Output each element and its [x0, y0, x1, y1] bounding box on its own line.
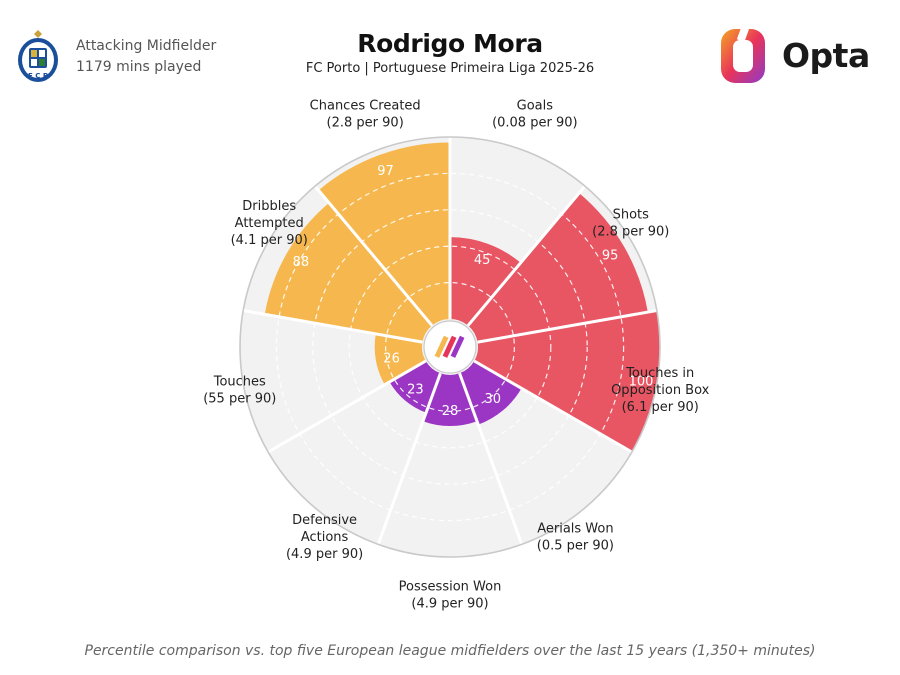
bar-2	[474, 310, 661, 452]
slice-separator	[313, 185, 434, 327]
minutes-played: 1179 mins played	[76, 59, 202, 75]
slice-separator	[473, 359, 633, 454]
category-label: Chances Created (2.8 per 90)	[310, 98, 421, 130]
slice-separator	[477, 309, 658, 344]
footnote: Percentile comparison vs. top five Europ…	[84, 643, 816, 659]
category-label: Dribbles Attempted (4.1 per 90)	[231, 199, 308, 248]
category-label: Shots (2.8 per 90)	[592, 208, 669, 240]
center-logo-bar	[442, 335, 457, 358]
category-label: Touches in Opposition Box (6.1 per 90)	[611, 366, 710, 415]
value-label: 95	[602, 249, 619, 264]
bar-6	[374, 333, 426, 385]
slice-separator	[267, 359, 427, 454]
slice-separator	[376, 372, 442, 545]
bar-7	[264, 202, 433, 343]
bar-5	[389, 361, 441, 413]
page-subtitle: FC Porto | Portuguese Primeira Liga 2025…	[305, 61, 595, 76]
slice-separator	[458, 372, 524, 545]
value-label: 97	[377, 164, 394, 179]
bar-0	[450, 237, 521, 326]
value-label: 88	[293, 255, 310, 270]
category-label: Aerials Won (0.5 per 90)	[537, 521, 614, 553]
center-logo-bar	[434, 335, 449, 358]
slice-separator	[466, 185, 587, 327]
grid-ring	[275, 172, 625, 522]
value-label: 30	[485, 392, 502, 407]
value-label: 45	[474, 253, 491, 268]
center-logo-bar	[450, 335, 465, 358]
opta-logo-text: Opta	[782, 36, 870, 75]
value-label: 26	[383, 351, 400, 366]
title-block: Rodrigo Mora FC Porto | Portuguese Prime…	[0, 28, 900, 78]
opta-logo-icon	[721, 26, 765, 83]
category-label: Defensive Actions (4.9 per 90)	[286, 513, 363, 562]
page-title: Rodrigo Mora	[357, 29, 543, 58]
grid-ring	[385, 282, 516, 413]
svg-text:F C P: F C P	[28, 72, 48, 80]
bar-8	[318, 142, 450, 326]
bar-3	[459, 361, 522, 425]
bar-1	[467, 193, 648, 343]
value-label: 23	[407, 382, 424, 397]
grid-ring	[348, 245, 552, 449]
player-position: Attacking Midfielder	[76, 38, 217, 54]
category-label: Goals (0.08 per 90)	[492, 98, 578, 130]
grid-ring	[312, 209, 588, 485]
category-label: Possession Won (4.9 per 90)	[399, 580, 502, 612]
slice-separator	[242, 309, 423, 344]
category-label: Touches (55 per 90)	[203, 375, 276, 407]
club-crest-icon: F C P	[18, 30, 58, 82]
value-label: 100	[629, 375, 654, 390]
value-label: 28	[442, 404, 459, 419]
chart-outline	[239, 136, 661, 558]
player-meta: Attacking Midfielder 1179 mins played	[76, 36, 216, 78]
